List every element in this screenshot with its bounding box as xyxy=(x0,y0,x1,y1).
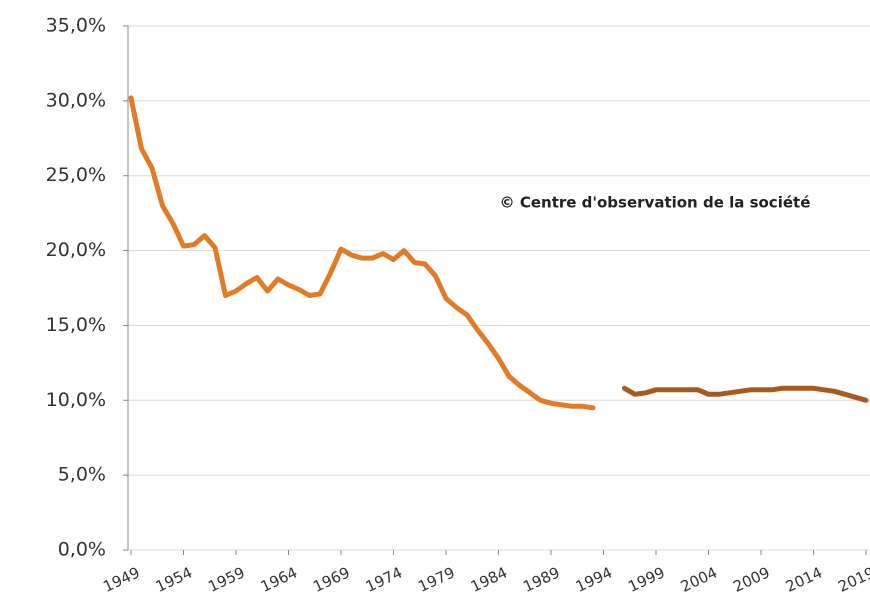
x-tick-label: 1999 xyxy=(625,563,667,595)
x-tick-label: 1989 xyxy=(520,563,562,595)
y-tick-label: 0,0% xyxy=(58,539,106,561)
series-line xyxy=(622,385,869,403)
series-line xyxy=(128,95,596,411)
x-tick-label: 1984 xyxy=(468,563,510,595)
x-tick-label: 1969 xyxy=(310,563,352,595)
x-tick-label: 2019 xyxy=(835,563,870,595)
x-tick-label: 2004 xyxy=(678,563,720,595)
x-tick-label: 1964 xyxy=(258,563,300,595)
x-tick-label: 1954 xyxy=(153,563,195,595)
x-tick-label: 1979 xyxy=(415,563,457,595)
y-tick-label: 35,0% xyxy=(46,15,106,37)
y-tick-label: 20,0% xyxy=(46,239,106,261)
x-tick-label: 1994 xyxy=(573,563,615,595)
y-tick-label: 25,0% xyxy=(46,164,106,186)
x-tick-label: 1949 xyxy=(100,563,142,595)
y-tick-label: 30,0% xyxy=(46,89,106,111)
y-tick-label: 15,0% xyxy=(46,314,106,336)
annotation: © Centre d'observation de la société xyxy=(500,194,811,212)
y-tick-label: 5,0% xyxy=(58,464,106,486)
x-tick-label: 1959 xyxy=(205,563,247,595)
x-tick-label: 1974 xyxy=(363,563,405,595)
x-tick-label: 2009 xyxy=(730,563,772,595)
x-tick-label: 2014 xyxy=(783,563,825,595)
y-tick-label: 10,0% xyxy=(46,389,106,411)
